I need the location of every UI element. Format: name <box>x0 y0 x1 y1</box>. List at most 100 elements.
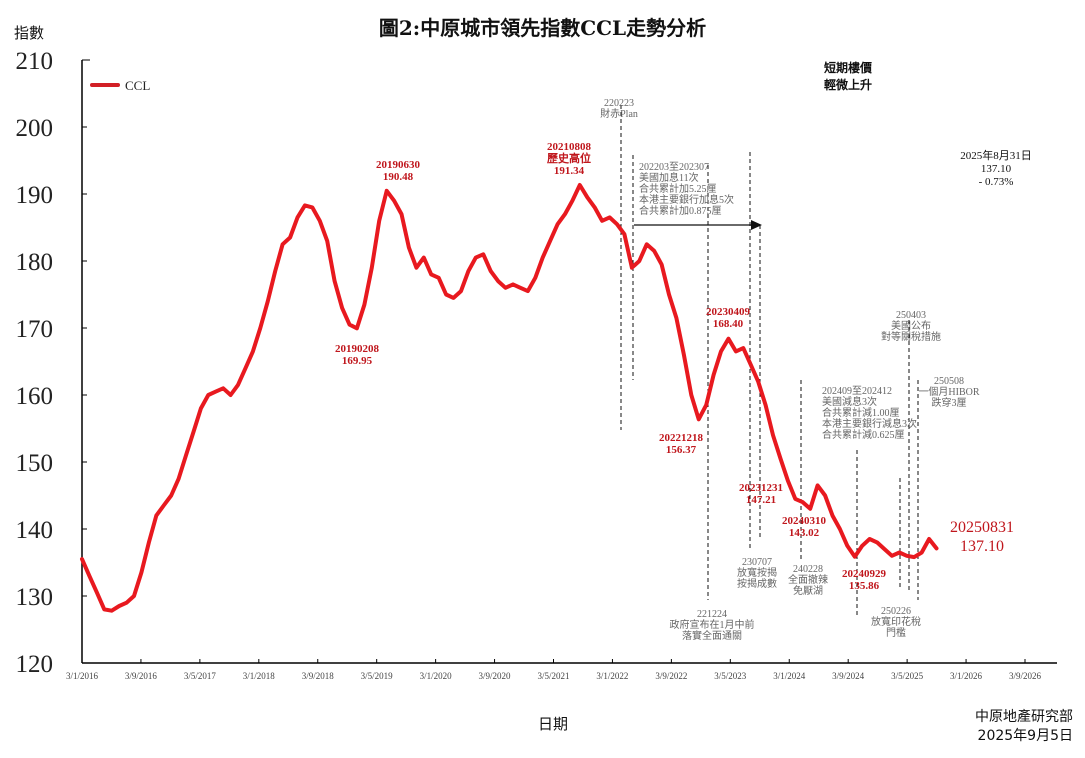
x-tick-label: 3/1/2024 <box>773 671 806 681</box>
svg-text:20210808: 20210808 <box>547 141 592 153</box>
svg-text:20190630: 20190630 <box>376 159 421 171</box>
svg-text:美國公布: 美國公布 <box>891 319 931 332</box>
svg-text:輕微上升: 輕微上升 <box>824 77 872 92</box>
x-tick-label: 3/1/2022 <box>596 671 628 681</box>
svg-text:202409至202412: 202409至202412 <box>822 385 892 397</box>
svg-text:合共累計減1.00厘: 合共累計減1.00厘 <box>822 406 900 419</box>
legend: CCL <box>90 78 150 93</box>
svg-text:156.37: 156.37 <box>666 444 697 456</box>
svg-text:20240929: 20240929 <box>842 568 887 580</box>
y-tick-label: 200 <box>16 115 54 142</box>
annotation-e6: 202409至202412美國減息3次合共累計減1.00厘本港主要銀行減息3次合… <box>822 385 917 441</box>
svg-text:240228: 240228 <box>793 564 823 575</box>
x-tick-label: 3/5/2021 <box>537 671 569 681</box>
rate-hike-arrow <box>634 220 762 230</box>
svg-text:跌穿3厘: 跌穿3厘 <box>932 396 967 409</box>
svg-text:202203至202307: 202203至202307 <box>639 161 709 173</box>
x-tick-label: 3/5/2025 <box>891 671 924 681</box>
svg-text:一個月HIBOR: 一個月HIBOR <box>918 385 979 398</box>
x-tick-label: 3/9/2022 <box>655 671 687 681</box>
svg-text:250403: 250403 <box>896 310 926 321</box>
svg-text:190.48: 190.48 <box>383 171 414 183</box>
svg-text:169.95: 169.95 <box>342 355 373 367</box>
x-tick-label: 3/1/2020 <box>420 671 453 681</box>
svg-text:對等關稅措施: 對等關稅措施 <box>881 330 941 343</box>
y-tick-label: 180 <box>16 249 54 276</box>
source-note: 中原地產研究部 2025年9月5日 <box>975 708 1073 746</box>
svg-text:137.10: 137.10 <box>960 538 1004 555</box>
y-tick-label: 120 <box>16 651 54 678</box>
y-axis: 120 130 140 150 160 170 180 190 200 210 <box>16 48 90 678</box>
svg-text:147.21: 147.21 <box>746 494 776 506</box>
x-tick-label: 3/1/2026 <box>950 671 983 681</box>
svg-text:本港主要銀行加息5次: 本港主要銀行加息5次 <box>639 193 734 206</box>
svg-text:落實全面通關: 落實全面通關 <box>682 629 742 642</box>
source-name: 中原地產研究部 <box>975 709 1073 725</box>
svg-text:美國加息11次: 美國加息11次 <box>639 171 699 184</box>
svg-text:220223: 220223 <box>604 98 634 109</box>
source-date: 2025年9月5日 <box>977 728 1073 744</box>
svg-text:20250831: 20250831 <box>950 519 1014 536</box>
chart-title: 圖2:中原城市領先指數CCL走勢分析 <box>378 16 707 40</box>
y-tick-label: 210 <box>16 48 54 75</box>
y-tick-label: 190 <box>16 182 54 209</box>
svg-text:135.86: 135.86 <box>849 580 880 592</box>
svg-text:20231231: 20231231 <box>739 482 783 494</box>
svg-text:全面撤辣: 全面撤辣 <box>788 573 828 586</box>
y-tick-label: 150 <box>16 450 54 477</box>
x-tick-label: 3/5/2017 <box>184 671 217 681</box>
svg-text:財赤Plan: 財赤Plan <box>600 107 638 120</box>
y-tick-label: 140 <box>16 517 54 544</box>
svg-text:門檻: 門檻 <box>886 626 906 639</box>
x-axis: 3/1/2016 3/9/2016 3/5/2017 3/1/2018 3/9/2018… <box>66 659 1057 681</box>
x-tick-label: 3/9/2020 <box>479 671 512 681</box>
svg-text:20230409: 20230409 <box>706 306 751 318</box>
svg-text:合共累計加5.25厘: 合共累計加5.25厘 <box>639 182 717 195</box>
svg-text:- 0.73%: - 0.73% <box>979 176 1014 188</box>
svg-text:250508: 250508 <box>934 376 964 387</box>
annotation-a9: 20250831 137.10 <box>950 519 1014 555</box>
y-tick-label: 170 <box>16 316 54 343</box>
annotation-e2: 202203至202307美國加息11次合共累計加5.25厘本港主要銀行加息5次… <box>639 161 734 217</box>
svg-text:221224: 221224 <box>697 609 727 620</box>
svg-text:2025年8月31日: 2025年8月31日 <box>960 148 1032 162</box>
y-tick-label: 130 <box>16 584 54 611</box>
svg-text:按揭成數: 按揭成數 <box>737 577 777 590</box>
svg-text:放寬按揭: 放寬按揭 <box>737 566 777 579</box>
svg-text:20221218: 20221218 <box>659 432 704 444</box>
x-tick-label: 3/1/2016 <box>66 671 99 681</box>
ccl-series <box>80 183 939 613</box>
svg-text:本港主要銀行減息3次: 本港主要銀行減息3次 <box>822 417 917 430</box>
x-axis-label: 日期 <box>538 715 569 733</box>
svg-text:250226: 250226 <box>881 606 911 617</box>
svg-text:合共累計減0.625厘: 合共累計減0.625厘 <box>822 428 905 441</box>
y-axis-label: 指數 <box>14 24 45 42</box>
x-tick-label: 3/9/2024 <box>832 671 865 681</box>
x-tick-label: 3/9/2026 <box>1009 671 1042 681</box>
svg-text:美國減息3次: 美國減息3次 <box>822 395 877 408</box>
x-tick-label: 3/5/2019 <box>361 671 394 681</box>
svg-text:CCL: CCL <box>125 78 150 93</box>
y-tick-label: 160 <box>16 383 54 410</box>
x-tick-label: 3/5/2023 <box>714 671 747 681</box>
svg-text:20240310: 20240310 <box>782 515 827 527</box>
x-tick-label: 3/9/2016 <box>125 671 158 681</box>
svg-text:20190208: 20190208 <box>335 343 380 355</box>
